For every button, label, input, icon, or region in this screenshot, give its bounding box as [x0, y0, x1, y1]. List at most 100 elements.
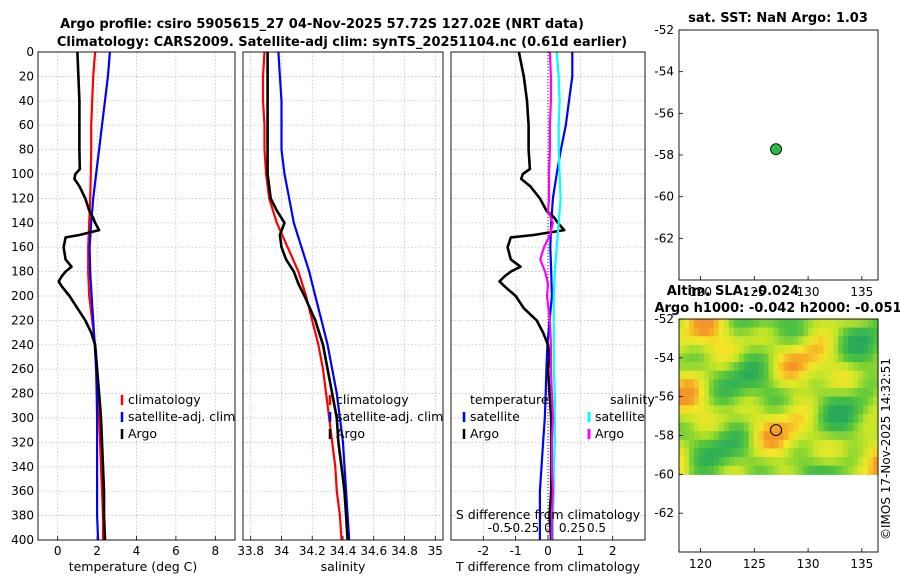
sla-cell [778, 344, 785, 355]
depth-tick-label: 180 [11, 265, 34, 279]
sla-cell [708, 465, 715, 475]
sla-cell [818, 370, 824, 380]
sla-cell [708, 319, 715, 329]
sla-cell [743, 344, 750, 355]
sla-cell [823, 379, 829, 389]
sla-cell [783, 353, 790, 363]
x-tick-label: 130 [797, 557, 820, 571]
sla-cell [733, 370, 740, 380]
sla-cell [823, 370, 829, 380]
sla-cell [708, 327, 715, 337]
sla-cell [713, 431, 720, 441]
sla-cell [853, 457, 859, 467]
sla-cell [788, 422, 795, 432]
sla-cell [718, 439, 725, 449]
sla-cell [848, 388, 854, 398]
sla-cell [748, 448, 755, 458]
sla-cell [818, 431, 824, 441]
sla-cell [833, 448, 839, 458]
sla-cell [743, 370, 750, 380]
panel-frame [450, 51, 646, 541]
sla-cell [738, 422, 745, 432]
temperature-profile-panel: 0204060801001201401601802002202402602803… [11, 45, 236, 558]
sla-cell [788, 370, 795, 380]
sla-cell [863, 379, 869, 389]
sla-cell [748, 370, 755, 380]
sla-cell [703, 336, 710, 346]
sla-cell [863, 457, 869, 467]
sla-cell [828, 448, 834, 458]
sla-cell [768, 465, 775, 475]
sla-cell [689, 431, 695, 441]
sla-cell [768, 327, 775, 337]
sla-cell [728, 353, 735, 363]
sla-cell [698, 422, 705, 432]
sla-cell [853, 353, 859, 363]
sla-cell [853, 413, 859, 424]
sla-cell [848, 353, 854, 363]
sla-cell [703, 448, 710, 458]
sla-cell [679, 344, 685, 355]
sla-cell [818, 422, 824, 432]
sla-cell [718, 319, 725, 329]
sla-cell [728, 448, 735, 458]
sla-cell [863, 370, 869, 380]
sla-cell [818, 379, 824, 389]
sla-cell [783, 405, 790, 415]
sla-cell [708, 422, 715, 432]
sla-cell [858, 439, 864, 449]
sla-cell [788, 396, 795, 406]
sla-cell [689, 405, 695, 415]
sla-cell [783, 319, 790, 329]
sla-cell [868, 431, 874, 441]
sla-cell [758, 422, 765, 432]
sla-cell [733, 379, 740, 389]
sla-cell [783, 396, 790, 406]
sla-cell [748, 379, 755, 389]
sla-cell [868, 422, 874, 432]
sla-cell [773, 353, 780, 363]
sla-cell [828, 465, 834, 475]
sla-cell [778, 413, 785, 424]
sla-cell [853, 431, 859, 441]
sla-cell [763, 353, 770, 363]
sla-cell [708, 413, 715, 424]
sla-cell [838, 319, 844, 329]
sla-cell [838, 327, 844, 337]
sla-cell [738, 448, 745, 458]
sla-cell [679, 370, 685, 380]
sla-cell [823, 396, 829, 406]
y-tick-label: -62 [654, 506, 674, 520]
sla-cell [853, 448, 859, 458]
sla-cell [843, 422, 849, 432]
sla-cell [858, 396, 864, 406]
sla-cell [773, 413, 780, 424]
sla-cell [808, 465, 814, 475]
sla-cell [748, 413, 755, 424]
sla-cell [853, 336, 859, 346]
sla-cell [843, 319, 849, 329]
sla-cell [773, 388, 780, 398]
sla-cell [679, 413, 685, 424]
sla-cell [738, 405, 745, 415]
x-tick-label: 135 [850, 285, 873, 299]
sla-cell [748, 344, 755, 355]
sla-cell [838, 353, 844, 363]
sla-cell [698, 327, 705, 337]
sla-cell [873, 457, 879, 467]
sla-cell [728, 422, 735, 432]
sla-cell [823, 405, 829, 415]
depth-tick-label: 220 [11, 313, 34, 327]
sla-cell [773, 448, 780, 458]
sla-cell [838, 422, 844, 432]
sla-cell [743, 319, 750, 329]
sla-cell [783, 388, 790, 398]
sla-cell [848, 439, 854, 449]
sla-cell [728, 379, 735, 389]
sla-cell [868, 396, 874, 406]
sla-map-title-line1: Altim. SLA: -0.024 [667, 284, 799, 299]
sla-cell [723, 413, 730, 424]
sla-cell [833, 388, 839, 398]
sla-cell [858, 370, 864, 380]
sla-cell [783, 431, 790, 441]
